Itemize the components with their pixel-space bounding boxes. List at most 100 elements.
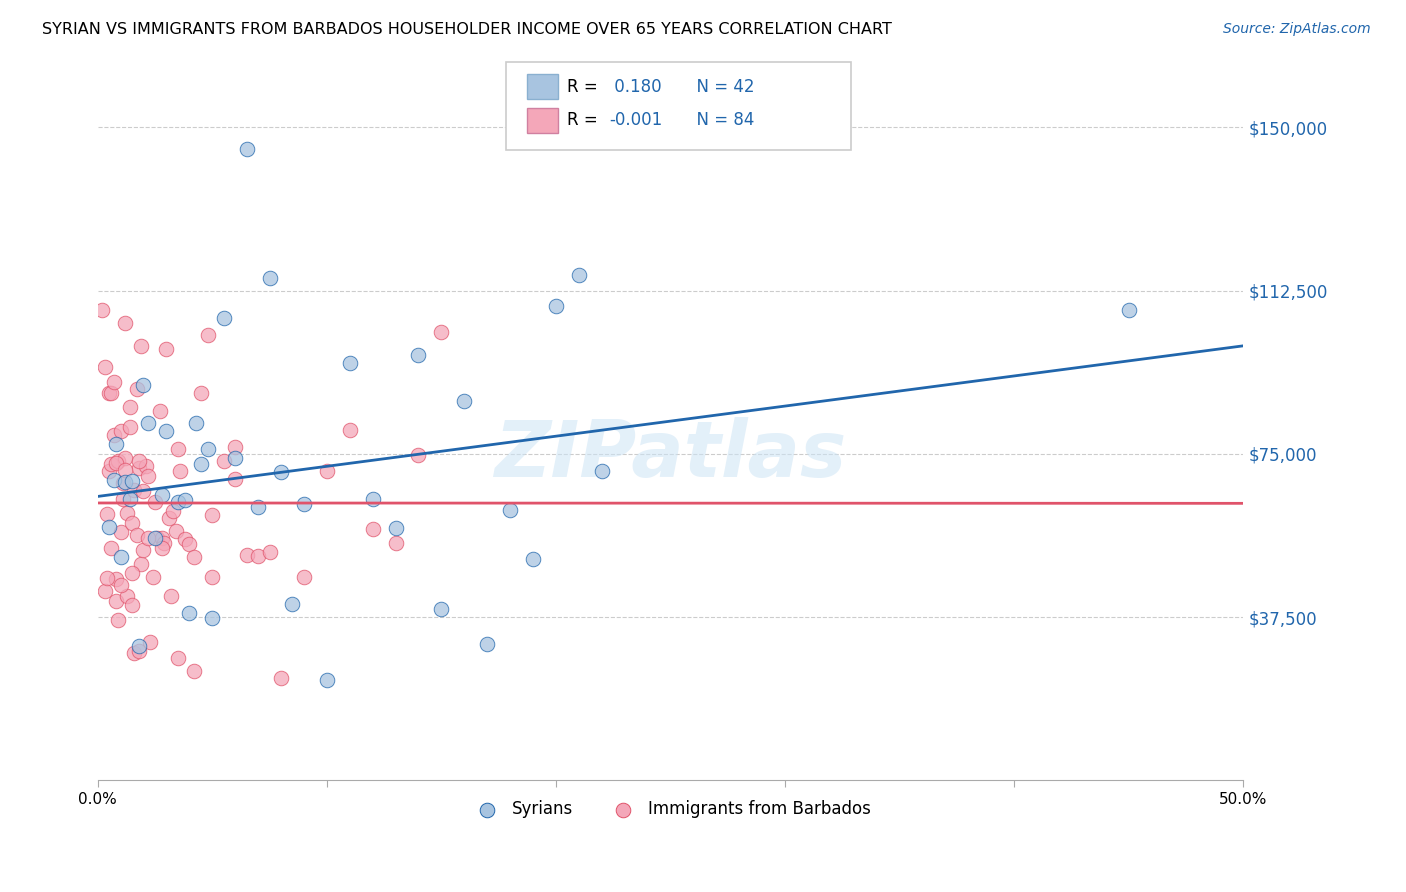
Point (179, 537, 201, 551)
Point (477, 637, 499, 651)
Point (235, 548, 257, 562)
Point (162, 503, 184, 517)
Point (453, 394, 475, 409)
Point (100, 457, 122, 471)
Point (98, 464, 121, 478)
Point (408, 348, 430, 362)
Point (270, 671, 292, 685)
Point (247, 549, 270, 563)
Point (135, 458, 157, 473)
Point (104, 572, 127, 586)
Point (143, 494, 166, 508)
Point (96, 571, 118, 585)
Point (132, 377, 155, 392)
Point (430, 602, 453, 616)
Point (121, 516, 143, 530)
Point (166, 442, 188, 456)
Point (128, 460, 150, 475)
Point (247, 500, 270, 514)
Point (111, 475, 134, 490)
Point (121, 475, 143, 489)
Point (339, 356, 361, 370)
Point (129, 558, 152, 572)
Point (361, 522, 384, 536)
Point (114, 450, 136, 465)
Point (153, 535, 176, 549)
Point (114, 316, 136, 330)
Point (121, 566, 143, 581)
Text: R =: R = (567, 78, 603, 95)
Point (150, 532, 173, 546)
Point (118, 420, 141, 434)
Point (110, 578, 132, 592)
Point (142, 570, 165, 584)
Point (93, 584, 115, 599)
Point (128, 639, 150, 653)
Point (103, 473, 125, 487)
Point (132, 542, 155, 557)
Point (165, 524, 187, 538)
Text: N = 42: N = 42 (686, 78, 755, 95)
Text: N = 84: N = 84 (686, 112, 755, 129)
Point (98, 386, 121, 401)
Point (132, 484, 155, 499)
Text: ZIPatlas: ZIPatlas (495, 417, 846, 493)
Point (522, 552, 544, 566)
Point (430, 325, 453, 339)
Point (190, 385, 212, 400)
Text: SYRIAN VS IMMIGRANTS FROM BARBADOS HOUSEHOLDER INCOME OVER 65 YEARS CORRELATION : SYRIAN VS IMMIGRANTS FROM BARBADOS HOUSE… (42, 22, 891, 37)
Point (139, 635, 162, 649)
Point (499, 503, 522, 517)
Point (136, 417, 159, 431)
Point (114, 463, 136, 477)
Point (146, 531, 169, 545)
Point (117, 506, 139, 520)
Point (235, 142, 257, 156)
Point (408, 448, 430, 462)
Point (143, 531, 166, 545)
Point (259, 271, 281, 285)
Point (173, 533, 195, 547)
Point (292, 569, 315, 583)
Point (197, 328, 219, 343)
Text: 0.180: 0.180 (609, 78, 661, 95)
Point (183, 549, 205, 564)
Point (104, 594, 127, 608)
Point (96, 507, 118, 521)
Point (259, 545, 281, 559)
Point (91, 303, 114, 318)
Point (186, 417, 208, 431)
Point (212, 310, 235, 325)
Point (201, 611, 224, 625)
Point (1118, 303, 1140, 318)
Point (124, 646, 146, 660)
Point (361, 492, 384, 507)
Point (107, 454, 129, 468)
Point (136, 531, 159, 545)
Point (98, 520, 121, 534)
Point (160, 589, 183, 603)
Point (150, 541, 173, 555)
Legend: Syrians, Immigrants from Barbados: Syrians, Immigrants from Barbados (464, 794, 877, 825)
Point (224, 472, 246, 486)
Point (157, 510, 180, 524)
Point (384, 536, 406, 550)
Point (384, 521, 406, 535)
Point (124, 483, 146, 497)
Point (110, 549, 132, 564)
Point (128, 644, 150, 658)
Point (103, 428, 125, 442)
Point (110, 524, 132, 539)
Point (125, 527, 148, 541)
Point (224, 450, 246, 465)
Point (150, 488, 173, 502)
Point (292, 497, 315, 511)
Point (169, 464, 191, 478)
Point (100, 541, 122, 556)
Point (155, 343, 177, 357)
Point (110, 424, 132, 438)
Point (166, 651, 188, 665)
Point (125, 382, 148, 396)
Point (93, 359, 115, 374)
Text: -0.001: -0.001 (609, 112, 662, 129)
